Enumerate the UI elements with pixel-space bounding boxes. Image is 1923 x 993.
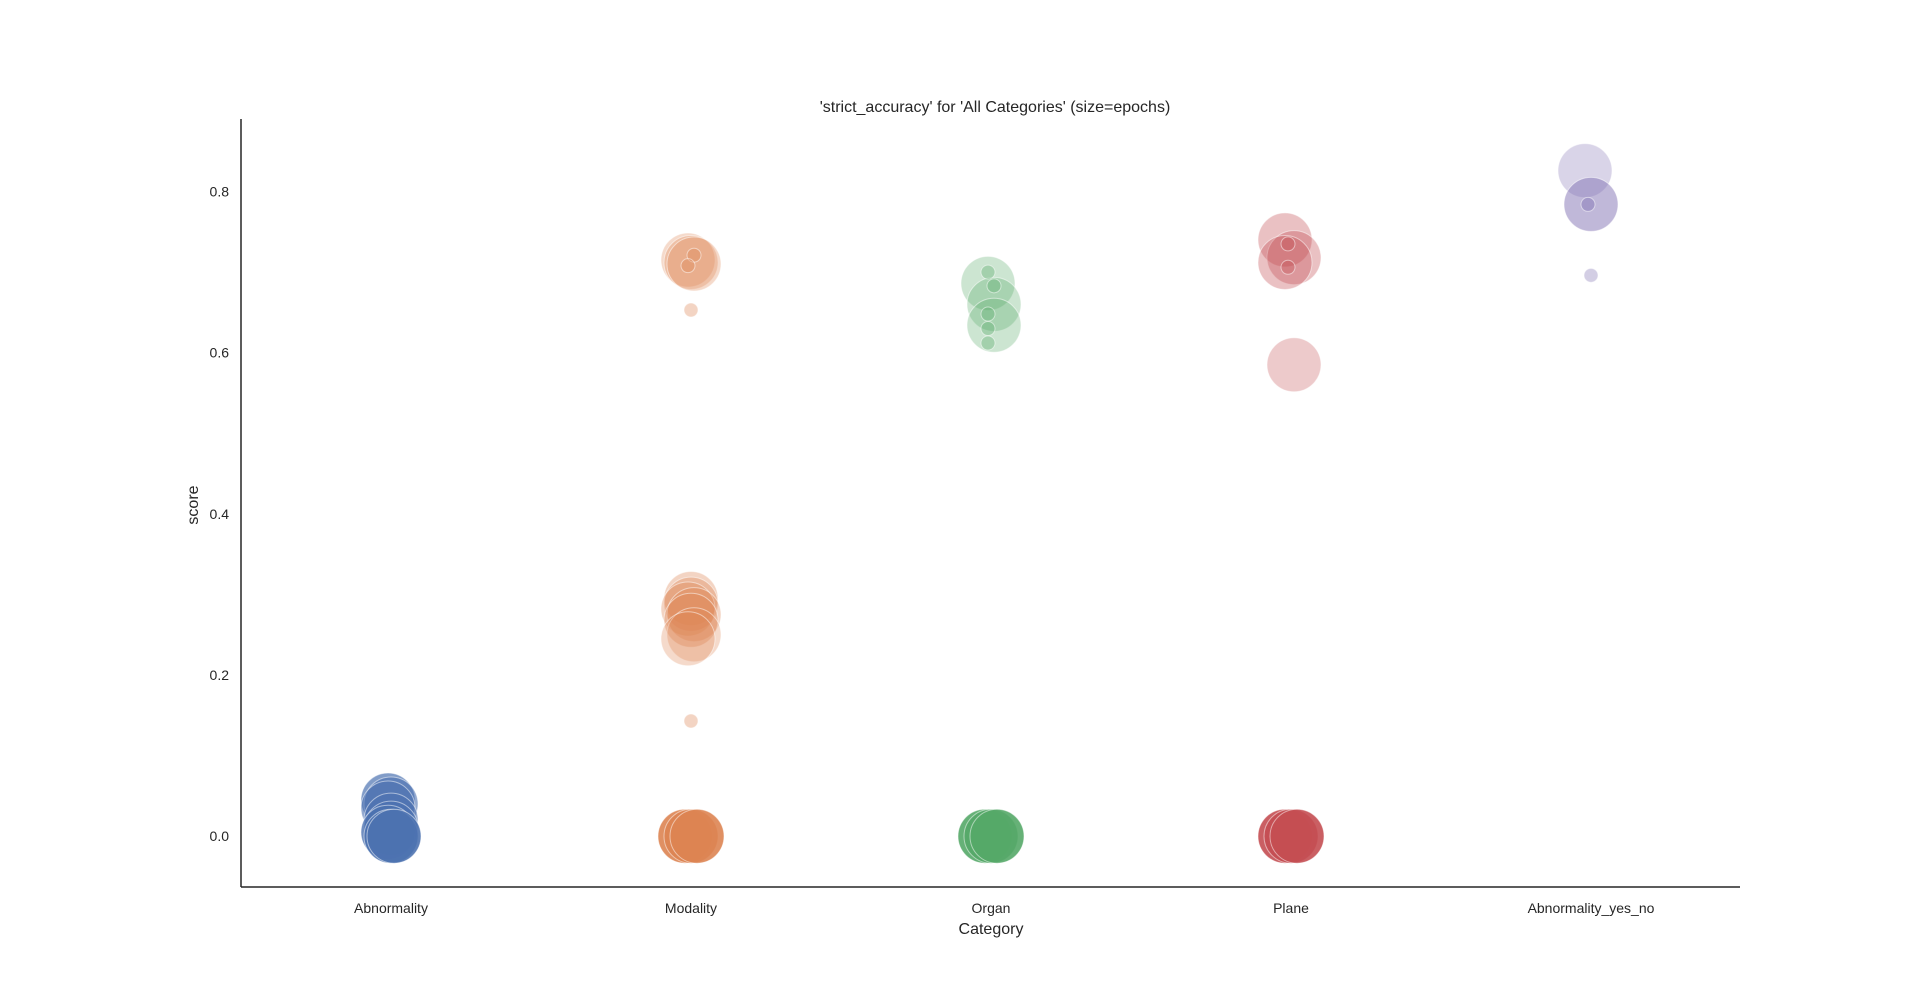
data-point-organ	[980, 335, 996, 351]
x-tick-label: Modality	[665, 900, 717, 916]
y-tick-label: 0.6	[210, 345, 230, 361]
x-tick-labels: Abnormality Modality Organ Plane Abnormality…	[354, 900, 1655, 916]
points-layer	[360, 143, 1619, 864]
x-tick-label: Plane	[1273, 900, 1309, 916]
data-point-organ	[986, 278, 1002, 294]
y-axis-label: score	[185, 485, 202, 524]
chart-title: 'strict_accuracy' for 'All Categories' (…	[820, 99, 1171, 116]
data-point-modality	[666, 607, 722, 663]
data-point-abnormality	[366, 808, 422, 864]
data-point-plane	[1257, 234, 1313, 290]
data-point-modality	[660, 232, 716, 288]
data-point-organ	[980, 321, 996, 337]
x-tick-label: Abnormality_yes_no	[1528, 900, 1655, 916]
data-point-organ	[960, 255, 1016, 311]
data-point-organ	[969, 808, 1025, 864]
data-point-modality	[663, 234, 719, 290]
y-tick-labels: 0.0 0.2 0.4 0.6 0.8	[210, 184, 230, 845]
data-point-modality	[666, 236, 722, 292]
data-point-organ	[980, 264, 996, 280]
data-point-modality	[683, 302, 699, 318]
data-point-plane	[1280, 236, 1296, 252]
data-point-abnormality-yes-no	[1563, 176, 1619, 232]
data-point-plane	[1257, 212, 1313, 268]
data-point-abnormality-yes-no	[1580, 196, 1596, 212]
x-axis-label: Category	[959, 921, 1024, 938]
data-point-modality	[660, 611, 716, 667]
data-point-modality	[683, 713, 699, 729]
data-point-modality	[663, 592, 719, 648]
data-point-modality	[680, 258, 696, 274]
y-tick-label: 0.2	[210, 667, 230, 683]
x-tick-label: Organ	[972, 900, 1011, 916]
data-point-plane	[1266, 337, 1322, 393]
data-point-plane	[1266, 230, 1322, 286]
data-point-modality	[669, 808, 725, 864]
y-tick-label: 0.8	[210, 184, 230, 200]
y-tick-label: 0.0	[210, 828, 230, 844]
data-point-abnormality-yes-no	[1583, 267, 1599, 283]
data-point-organ	[980, 306, 996, 322]
data-point-plane	[1280, 259, 1296, 275]
y-tick-label: 0.4	[210, 506, 230, 522]
data-point-plane	[1269, 808, 1325, 864]
data-point-modality	[666, 587, 722, 643]
data-point-modality	[663, 570, 719, 626]
x-tick-label: Abnormality	[354, 900, 428, 916]
